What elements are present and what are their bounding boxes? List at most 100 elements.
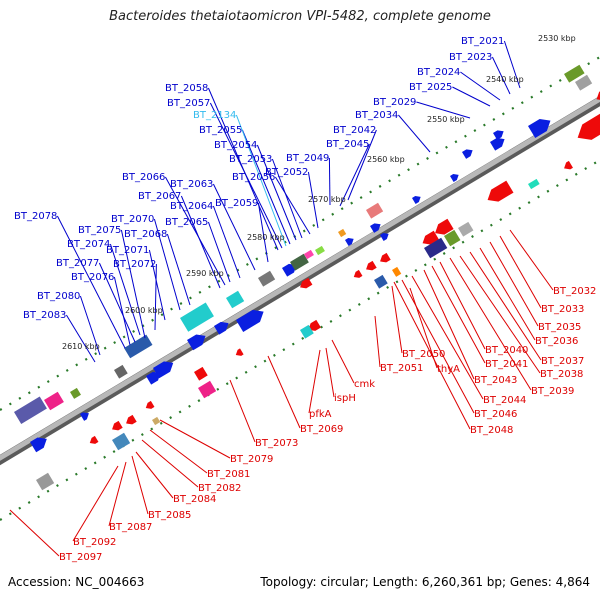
reverse-gene-arrow [353,269,363,278]
leader-line [459,255,541,374]
leader-line [398,114,431,153]
genome-summary-text: Topology: circular; Length: 6,260,361 bp… [260,575,590,589]
forward-gene-label: BT_2057 [167,98,210,109]
label-leaders [9,40,554,557]
reverse-gene-label: BT_2097 [59,552,102,563]
leader-line [409,287,438,369]
leader-line [120,229,146,339]
reverse-gene-arrow [366,260,377,271]
scale-label: 2550 kbp [427,115,465,124]
reverse-gene-label: BT_2092 [73,537,116,548]
leader-line [98,262,136,343]
gene-box [458,221,474,237]
gene-box [151,416,161,426]
gene-labels: 2530 kbp 2540 kbp 2550 kbp 2560 kbp 2570 kbp… [14,34,596,563]
reverse-gene-label: BT_2050 [402,349,445,360]
reverse-gene-label: cmk [354,379,375,390]
leader-line [347,129,377,201]
reverse-gene-label: BT_2035 [538,322,581,333]
gene-box [114,364,128,379]
reverse-gene-label: BT_2073 [255,438,298,449]
forward-gene-label: BT_2076 [71,272,114,283]
leader-line [411,275,484,400]
leader-line [159,419,231,459]
forward-gene-arrow [412,196,421,205]
reverse-gene-arrow [435,218,454,235]
leader-line [164,176,226,286]
forward-gene-label: BT_2077 [56,258,99,269]
reverse-gene-label: BT_2039 [531,386,574,397]
forward-gene-label: BT_2052 [265,167,308,178]
reverse-gene-label: thyA [437,364,460,375]
gene-box [366,202,384,219]
reverse-gene-label: BT_2081 [207,469,250,480]
leader-line [267,355,301,429]
forward-gene-arrow [370,223,381,233]
leader-line [9,509,60,557]
leader-line [491,56,511,95]
leader-line [229,379,256,443]
reverse-gene-arrow [422,230,439,245]
reverse-gene-arrow [235,348,244,356]
forward-gene-label: BT_2024 [417,67,460,78]
leader-line [166,233,191,306]
leader-line [212,183,256,271]
reverse-gene-label: BT_2087 [109,522,152,533]
forward-gene-label: BT_2021 [461,36,504,47]
scale-label: 2540 kbp [486,75,524,84]
gene-box [35,472,55,491]
forward-gene-arrow [187,334,206,351]
leader-line [135,451,174,499]
leader-line [180,195,221,289]
forward-gene-label: BT_2056 [232,172,275,183]
gene-box [392,266,402,277]
leader-line [449,257,532,391]
backbone-core [0,96,600,461]
scale-ticks [0,56,600,521]
reverse-gene-label: BT_2079 [230,454,273,465]
forward-gene-label: BT_2083 [23,310,66,321]
accession-text: Accession: NC_004663 [8,575,145,589]
forward-gene-label: BT_2067 [138,191,181,202]
reverse-gene-label: BT_2085 [148,510,191,521]
gene-box [226,290,245,309]
forward-gene-arrow [30,437,47,453]
reverse-gene-label: BT_2082 [198,483,241,494]
gene-box [575,74,593,91]
leader-line [109,243,141,336]
gene-box [194,366,208,381]
forward-gene-label: BT_2066 [122,172,165,183]
reverse-gene-label: BT_2036 [535,336,578,347]
forward-gene-label: BT_2075 [78,225,121,236]
forward-gene-label: BT_2072 [113,259,156,270]
gene-box [123,334,153,359]
leader-line [416,101,471,119]
reverse-track [0,159,600,521]
leader-line [479,247,536,341]
leader-line [65,314,96,363]
reverse-gene-label: BT_2043 [474,375,517,386]
leader-line [374,315,381,368]
leader-line [271,158,303,239]
reverse-gene-label: BT_2046 [474,409,517,420]
reverse-gene-label: BT_2040 [485,345,528,356]
scale-label: 2570 kbp [308,195,346,204]
leader-line [393,281,471,430]
leader-line [212,205,241,279]
gene-box [257,270,276,287]
genome-backbone [0,95,600,466]
forward-gene-label: BT_2029 [373,97,416,108]
gene-box [423,237,448,259]
gene-box [315,245,325,256]
gene-box [198,380,217,399]
forward-gene-arrow [528,118,551,139]
gene-box [304,249,314,260]
gene-box [564,64,585,83]
leader-line [503,40,521,89]
gene-box [179,302,214,332]
reverse-gene-arrow [577,112,600,140]
leader-line [499,235,542,309]
leader-line [131,455,149,515]
leader-line [56,215,126,349]
